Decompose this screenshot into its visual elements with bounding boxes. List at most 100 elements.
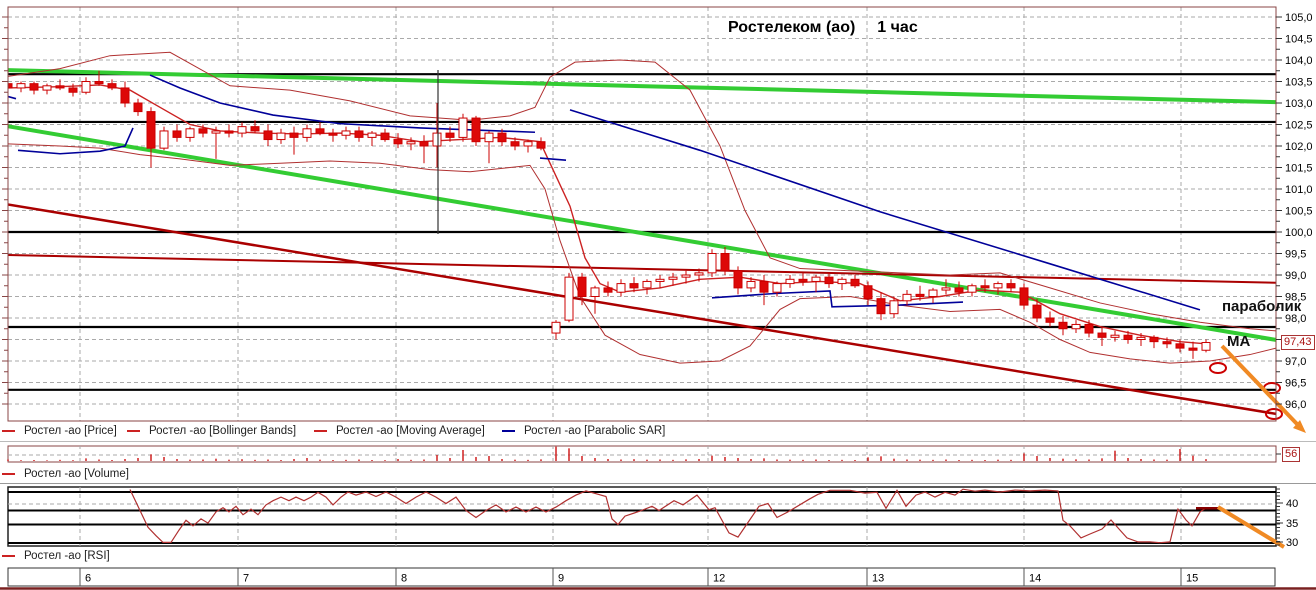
candle-body-bear [198, 128, 208, 134]
price-axis-label: 98,5 [1285, 292, 1306, 304]
candle [785, 275, 795, 288]
candle [393, 133, 403, 149]
legend-label: Ростел -ао [Bollinger Bands] [149, 425, 297, 437]
candle [536, 137, 546, 151]
legend-item-price[interactable]: Ростел -ао [Price] [2, 425, 117, 437]
candle [1175, 339, 1185, 353]
candle-body-bear [497, 132, 507, 143]
candle [224, 124, 234, 138]
candle-body-bull [590, 287, 600, 297]
legend-item-parabolic-sar[interactable]: Ростел -ао [Parabolic SAR] [502, 425, 665, 437]
candle-body-bull [484, 132, 494, 143]
candle-body-bull [616, 283, 626, 293]
candle [1162, 337, 1172, 349]
candle [367, 130, 377, 146]
last-price-badge: 97,43 [1281, 335, 1315, 350]
price-axis-label: 101,0 [1285, 184, 1313, 196]
price-axis-label: 97,0 [1285, 356, 1306, 368]
candle [603, 281, 613, 297]
candle [133, 98, 143, 116]
candle-body-bull [928, 289, 938, 297]
candle-body-bear [1162, 341, 1172, 345]
candle-body-bear [172, 130, 182, 138]
volume-panel[interactable] [7, 445, 1281, 463]
orange-trend-arrowhead [1293, 420, 1306, 433]
candle-body-bull [367, 132, 377, 138]
candle [263, 124, 273, 146]
legend-label: Ростел -ао [Moving Average] [336, 425, 485, 437]
candle [733, 266, 743, 295]
candle [8, 79, 13, 91]
candle [941, 279, 951, 295]
candle-body-bear [1019, 287, 1029, 306]
candle [198, 124, 208, 138]
candle-body-bear [471, 117, 481, 143]
candle-body-bear [603, 287, 613, 293]
candle-body-bull [406, 141, 416, 145]
rsi-panel-border [7, 486, 1277, 547]
candle [16, 81, 26, 93]
rsi-axis-label: 40 [1286, 498, 1298, 510]
candle [341, 126, 351, 140]
candle [1032, 298, 1042, 323]
candle [1045, 311, 1055, 327]
price-axis-label: 99,5 [1285, 249, 1306, 261]
date-axis-label: 13 [872, 573, 884, 585]
candle [276, 128, 286, 144]
legend-item-volume[interactable]: Ростел -ао [Volume] [2, 468, 129, 480]
candle [1084, 320, 1094, 338]
orange-trend-arrow [1220, 344, 1299, 426]
candle [458, 113, 468, 142]
candle [185, 126, 195, 142]
candle [707, 249, 717, 278]
candle-body-bear [629, 283, 639, 289]
candle-body-bear [759, 280, 769, 293]
candle [302, 124, 312, 142]
candle-body-bull [302, 128, 312, 138]
price-grid [8, 7, 1276, 421]
legend-item-rsi[interactable]: Ростел -ао [RSI] [2, 550, 110, 562]
chart-title: Ростелеком (ао) 1 час [728, 19, 918, 37]
price-axis[interactable]: 105,0 104,5 104,0 103,5 103,0 102,5 102,0 101,5… [2, 12, 1313, 411]
candle-body-bear [1032, 304, 1042, 319]
candle [590, 285, 600, 314]
legend-item-bollinger-bands[interactable]: Ростел -ао [Bollinger Bands] [127, 425, 296, 437]
candle [328, 128, 338, 142]
candle [746, 277, 756, 293]
candle [1136, 333, 1146, 346]
date-axis-label: 6 [85, 573, 91, 585]
candle-body-bear [146, 111, 156, 149]
price-axis-label: 104,0 [1285, 55, 1313, 67]
candle [824, 272, 834, 288]
candle [1123, 330, 1133, 344]
date-axis-label: 15 [1186, 573, 1198, 585]
candle-body-bull [785, 278, 795, 285]
candle [1149, 335, 1159, 349]
price-axis-label: 105,0 [1285, 12, 1313, 24]
candle-body-bull [642, 280, 652, 289]
date-axis-label: 7 [243, 573, 249, 585]
timeframe-label: 1 час [877, 19, 918, 36]
parabolic-sar-line [539, 157, 567, 161]
legend-item-moving-average[interactable]: Ростел -ао [Moving Average] [314, 425, 485, 437]
candle [159, 126, 169, 151]
candle [863, 281, 873, 306]
price-plot-area[interactable] [0, 51, 1276, 416]
date-axis[interactable]: 6 7 8 9 12 13 14 15 [7, 567, 1276, 587]
candle-body-bull [1136, 336, 1146, 341]
price-panel[interactable] [0, 6, 1306, 433]
candle [980, 279, 990, 293]
candle [967, 283, 977, 297]
candle-body-bear [536, 141, 546, 149]
price-axis-label: 98,0 [1285, 313, 1306, 325]
candle-body-bear [1045, 317, 1055, 323]
candle-body-bear [419, 141, 429, 147]
candle-body-bull [655, 278, 665, 282]
last-volume-badge: 56 [1282, 447, 1301, 462]
candle [107, 79, 117, 91]
candle [1058, 315, 1068, 336]
rsi-panel[interactable]: 40 35 30 [7, 486, 1298, 549]
candle-body-bull [681, 274, 691, 278]
candle-body-bear [1084, 323, 1094, 334]
